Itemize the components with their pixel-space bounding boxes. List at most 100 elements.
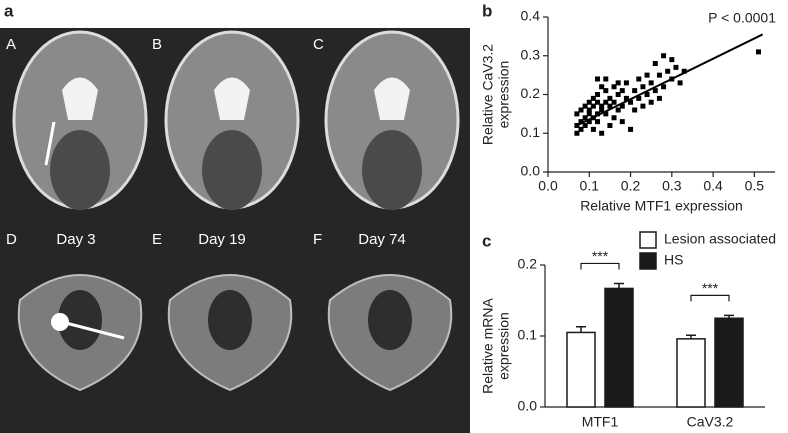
point (636, 76, 642, 82)
point (677, 80, 683, 86)
point (611, 84, 617, 90)
point (615, 80, 621, 86)
point (656, 72, 662, 78)
x-tick-label: 0.2 (621, 178, 641, 194)
point (669, 57, 675, 63)
bar (676, 338, 706, 408)
legend-label: HS (664, 252, 683, 268)
point (582, 123, 588, 128)
image-label: A (6, 36, 16, 53)
point (586, 119, 592, 125)
point (652, 61, 658, 66)
error-bar (614, 282, 624, 289)
point (599, 107, 605, 113)
x-tick-label: 0.1 (580, 178, 600, 194)
image-label: B (152, 36, 162, 53)
point (582, 115, 588, 121)
point (615, 92, 621, 97)
legend-swatch (639, 231, 657, 249)
panel-label: c (482, 231, 491, 250)
point (611, 99, 617, 105)
significance-bracket (580, 262, 620, 270)
bar (566, 331, 596, 408)
point (595, 119, 601, 125)
legend-swatch (639, 252, 657, 270)
image-label: E (152, 231, 162, 248)
point (578, 126, 584, 132)
point (595, 111, 601, 117)
point (640, 84, 646, 90)
point (632, 88, 638, 94)
point (656, 95, 662, 101)
point (636, 95, 642, 101)
image-caption: Day 19 (198, 231, 246, 248)
x-axis-label: Relative MTF1 expression (580, 198, 743, 214)
point (628, 99, 634, 105)
point (652, 88, 658, 94)
y-tick-label: 0.4 (521, 8, 541, 24)
point (619, 88, 625, 94)
point (586, 99, 592, 105)
point (607, 123, 613, 128)
point (578, 119, 584, 125)
point (755, 49, 761, 55)
point (590, 126, 596, 132)
point (603, 111, 609, 117)
y-axis-label: expression (496, 312, 512, 380)
point (632, 107, 638, 113)
point (661, 84, 667, 90)
point (586, 111, 592, 117)
point (603, 88, 609, 94)
y-axis-label: Relative CaV3.2 (480, 44, 496, 145)
error-bar (576, 326, 586, 333)
point (595, 76, 601, 82)
point (574, 111, 580, 117)
mri-panel (0, 28, 470, 433)
y-tick-label: 0.2 (521, 85, 541, 101)
point (644, 92, 650, 97)
bar (714, 317, 744, 408)
point (619, 119, 625, 125)
point (611, 115, 617, 121)
error-bar (686, 334, 696, 339)
image-caption: Day 74 (358, 231, 406, 248)
point (607, 103, 613, 109)
significance-label: *** (592, 248, 609, 264)
y-tick-label: 0.0 (521, 163, 541, 179)
point (574, 130, 580, 136)
image-label: F (313, 231, 322, 248)
y-tick-label: 0.2 (518, 256, 538, 272)
x-tick-label: 0.0 (538, 178, 558, 194)
point (623, 95, 629, 101)
point (590, 95, 596, 101)
point (623, 80, 629, 86)
image-label: C (313, 36, 324, 53)
error-bar (724, 314, 734, 319)
x-tick-label: MTF1 (582, 414, 619, 430)
x-tick-label: 0.5 (745, 178, 765, 194)
point (582, 103, 588, 109)
legend-label: Lesion associated (664, 231, 776, 247)
point (681, 68, 687, 74)
y-tick-label: 0.0 (518, 398, 538, 414)
y-axis-label: expression (496, 61, 512, 129)
point (661, 53, 667, 59)
image-caption: Day 3 (56, 231, 95, 248)
y-tick-label: 0.1 (521, 124, 541, 140)
x-tick-label: CaV3.2 (687, 414, 734, 430)
panel-label: a (4, 1, 14, 20)
point (595, 92, 601, 97)
point (599, 84, 605, 90)
trend-line (576, 33, 764, 127)
point (599, 103, 605, 109)
point (586, 107, 592, 113)
point (603, 76, 609, 82)
point (615, 107, 621, 113)
point (673, 64, 679, 70)
point (595, 99, 601, 105)
annotation: P < 0.0001 (708, 10, 776, 26)
point (578, 107, 584, 113)
y-axis-label: Relative mRNA (480, 298, 496, 394)
point (599, 130, 605, 136)
